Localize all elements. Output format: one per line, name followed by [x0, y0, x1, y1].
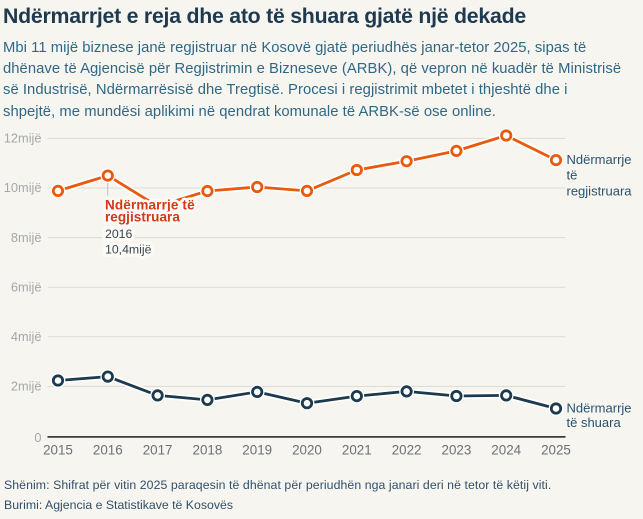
svg-text:2024: 2024: [491, 442, 521, 457]
svg-text:10mijë: 10mijë: [4, 180, 42, 195]
svg-text:2019: 2019: [242, 442, 272, 457]
svg-text:të: të: [567, 168, 578, 183]
svg-text:2016: 2016: [93, 442, 123, 457]
svg-text:4mijë: 4mijë: [11, 329, 42, 344]
svg-text:Ndërmarrje: Ndërmarrje: [567, 152, 632, 167]
svg-text:Ndërmarrje: Ndërmarrje: [567, 401, 632, 416]
svg-text:2021: 2021: [342, 442, 372, 457]
svg-text:2025: 2025: [541, 442, 571, 457]
svg-text:2mijë: 2mijë: [11, 379, 42, 394]
svg-text:8mijë: 8mijë: [11, 230, 42, 245]
svg-text:2015: 2015: [43, 442, 73, 457]
svg-text:të shuara: të shuara: [567, 415, 622, 430]
svg-text:2022: 2022: [392, 442, 422, 457]
svg-text:2018: 2018: [193, 442, 223, 457]
svg-text:2016: 2016: [105, 227, 133, 241]
svg-text:6mijë: 6mijë: [11, 279, 42, 294]
svg-text:10,4mijë: 10,4mijë: [105, 242, 152, 256]
svg-text:regjistruara: regjistruara: [567, 183, 633, 198]
svg-text:regjistruara: regjistruara: [105, 210, 180, 225]
svg-text:Ndërmarrje të: Ndërmarrje të: [105, 198, 195, 213]
svg-text:2023: 2023: [442, 442, 472, 457]
svg-text:12mijë: 12mijë: [4, 131, 42, 146]
svg-text:0: 0: [34, 430, 41, 445]
svg-text:2017: 2017: [143, 442, 173, 457]
svg-text:2020: 2020: [292, 442, 322, 457]
